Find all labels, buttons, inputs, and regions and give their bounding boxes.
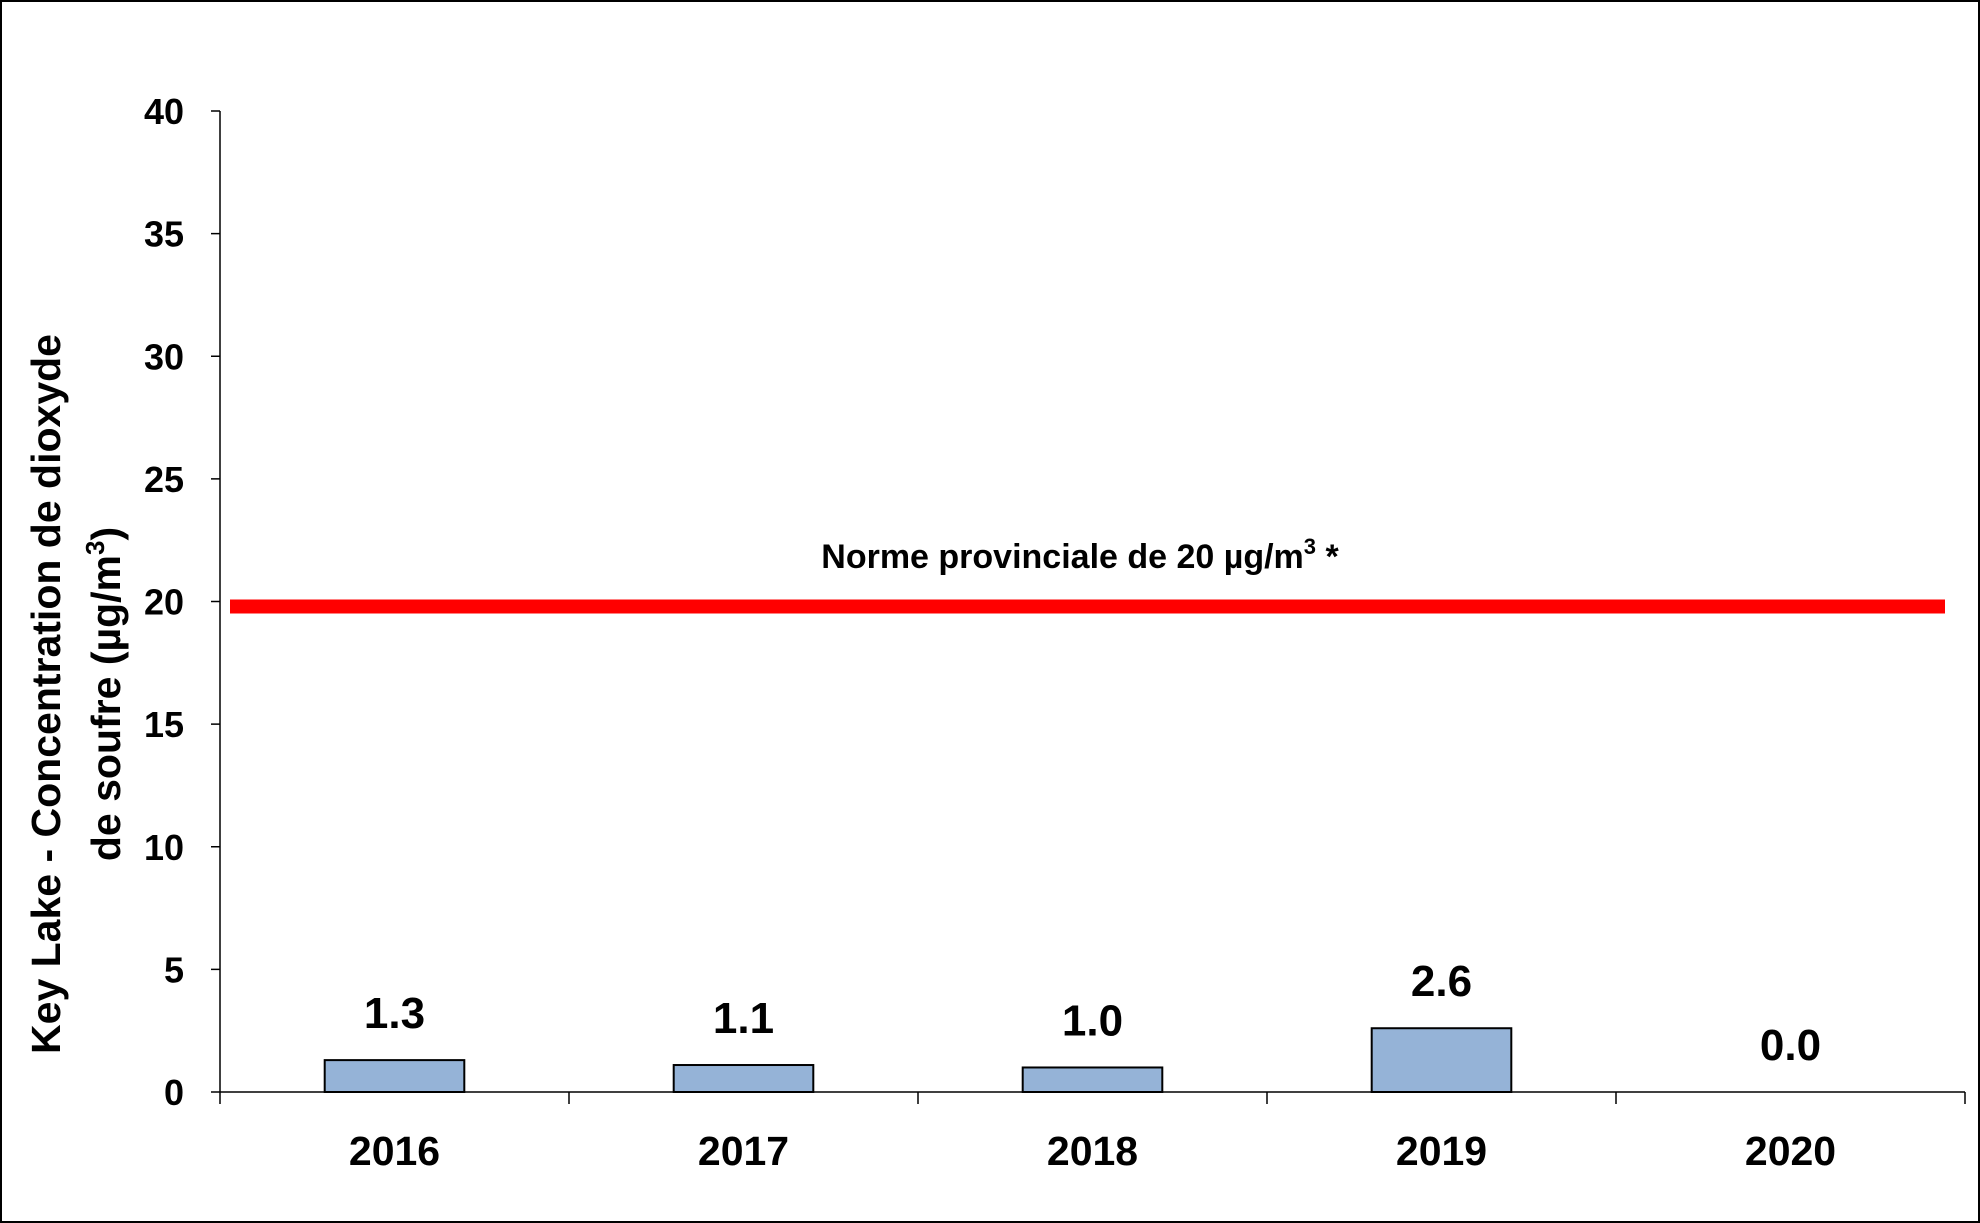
y-tick-label: 35 [144, 214, 184, 255]
y-axis: 0 5 10 15 20 25 30 35 40 [144, 91, 221, 1113]
bar [1370, 1027, 1513, 1093]
data-label: 0.0 [1760, 1021, 1821, 1070]
reference-line-label: Norme provinciale de 20 µg/m3 * [821, 534, 1339, 576]
x-tick-label: 2019 [1396, 1128, 1487, 1174]
y-tick-label: 10 [144, 827, 184, 868]
bar [672, 1064, 815, 1093]
bar [1021, 1066, 1164, 1093]
x-axis: 2016 2017 2018 2019 2020 [219, 1091, 1966, 1174]
y-axis-title: Key Lake - Concentration de dioxyde de so… [23, 334, 129, 1054]
y-tick-label: 5 [164, 949, 184, 990]
y-tick-label: 25 [144, 459, 184, 500]
data-label: 1.3 [364, 989, 425, 1038]
bar [323, 1059, 466, 1094]
y-tick-label: 30 [144, 336, 184, 377]
y-tick-label: 15 [144, 704, 184, 745]
y-tick-label: 0 [164, 1072, 184, 1113]
data-label: 2.6 [1411, 957, 1472, 1006]
x-tick-label: 2016 [349, 1128, 440, 1174]
x-tick-label: 2020 [1745, 1128, 1836, 1174]
data-label: 1.0 [1062, 996, 1123, 1045]
y-axis-title-line-1: Key Lake - Concentration de dioxyde [23, 334, 69, 1054]
reference-line-group: Norme provinciale de 20 µg/m3 * [230, 534, 1945, 614]
bars: 1.3 1.1 1.0 2.6 0.0 [323, 957, 1821, 1094]
y-tick-label: 20 [144, 582, 184, 623]
x-tick-label: 2017 [698, 1128, 789, 1174]
y-axis-title-line-2: de soufre (µg/m3) [80, 527, 129, 861]
data-label: 1.1 [713, 994, 774, 1043]
y-tick-label: 40 [144, 91, 184, 132]
x-tick-label: 2018 [1047, 1128, 1138, 1174]
